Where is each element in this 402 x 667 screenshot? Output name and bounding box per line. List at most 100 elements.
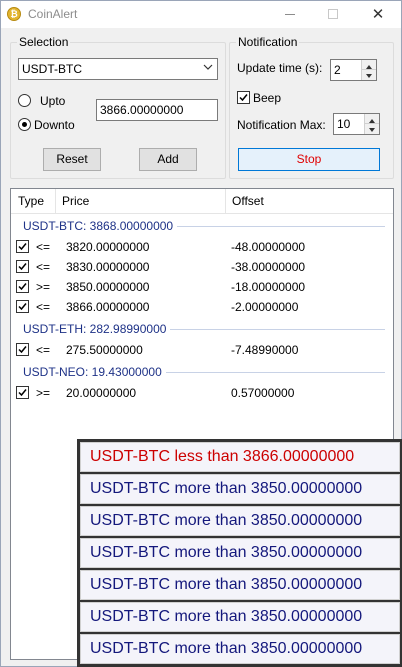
maximize-button[interactable]: [310, 1, 356, 28]
notification-popup[interactable]: USDT-BTC less than 3866.00000000: [80, 442, 400, 472]
notification-popup[interactable]: USDT-BTC more than 3850.00000000: [80, 474, 400, 504]
upto-radio[interactable]: [18, 94, 31, 107]
downto-radio[interactable]: [18, 118, 31, 131]
cell-type: <=: [36, 300, 51, 314]
notification-popup[interactable]: USDT-BTC more than 3850.00000000: [80, 538, 400, 568]
notification-popup[interactable]: USDT-BTC more than 3850.00000000: [80, 570, 400, 600]
downto-label: Downto: [34, 118, 75, 132]
cell-price: 3866.00000000: [66, 300, 150, 314]
notification-max-stepper[interactable]: 10: [333, 113, 380, 135]
list-group-header[interactable]: USDT-BTC: 3868.00000000: [11, 216, 393, 236]
cell-type: <=: [36, 343, 51, 357]
spin-down-button[interactable]: [365, 124, 379, 134]
update-time-stepper[interactable]: 2: [330, 59, 377, 81]
beep-label: Beep: [253, 91, 282, 105]
cell-offset: 0.57000000: [231, 386, 295, 400]
maximize-icon: [328, 9, 338, 19]
row-checkbox[interactable]: [16, 386, 29, 399]
group-header-label: USDT-NEO: 19.43000000: [23, 365, 162, 379]
cell-offset: -38.00000000: [231, 260, 306, 274]
minimize-icon: [285, 14, 295, 15]
chevron-down-icon: [366, 74, 372, 78]
column-header-offset[interactable]: Offset: [232, 194, 264, 208]
notification-popup[interactable]: USDT-BTC more than 3850.00000000: [80, 634, 400, 664]
row-checkbox[interactable]: [16, 240, 29, 253]
close-icon: ✕: [371, 6, 385, 23]
notification-popup-stack: USDT-BTC less than 3866.00000000 USDT-BTC…: [77, 439, 402, 667]
cell-offset: -18.00000000: [231, 280, 306, 294]
notification-max-spin-buttons: [364, 114, 379, 134]
cell-price: 275.50000000: [66, 343, 143, 357]
notification-group: Notification: [229, 35, 394, 179]
group-header-label: USDT-ETH: 282.98990000: [23, 322, 167, 336]
add-button[interactable]: Add: [139, 148, 197, 171]
spin-up-button[interactable]: [362, 60, 376, 70]
checkmark-icon: [18, 263, 27, 271]
close-button[interactable]: ✕: [355, 1, 401, 28]
column-header-price[interactable]: Price: [56, 189, 226, 213]
reset-button[interactable]: Reset: [43, 148, 101, 171]
spin-down-button[interactable]: [362, 70, 376, 80]
checkmark-icon: [18, 283, 27, 291]
selection-group: Selection: [10, 35, 226, 179]
cell-price: 3850.00000000: [66, 280, 150, 294]
update-time-value: 2: [334, 63, 341, 77]
checkmark-icon: [239, 94, 248, 102]
chevron-down-icon: [203, 64, 213, 70]
pair-dropdown-value: USDT-BTC: [22, 62, 82, 76]
minimize-button[interactable]: [267, 1, 313, 28]
list-header: Type Price Offset: [11, 189, 393, 214]
price-input[interactable]: 3866.00000000: [96, 99, 218, 121]
notification-max-value: 10: [337, 117, 351, 131]
checkmark-icon: [18, 389, 27, 397]
column-header-type[interactable]: Type: [11, 189, 56, 213]
window-title: CoinAlert: [28, 7, 78, 21]
row-checkbox[interactable]: [16, 280, 29, 293]
row-checkbox[interactable]: [16, 343, 29, 356]
cell-offset: -48.00000000: [231, 240, 306, 254]
list-item[interactable]: <= 3820.00000000 -48.00000000: [11, 237, 393, 257]
list-group-header[interactable]: USDT-ETH: 282.98990000: [11, 319, 393, 339]
row-checkbox[interactable]: [16, 300, 29, 313]
bitcoin-icon: ₿: [7, 7, 21, 21]
notification-max-label: Notification Max:: [237, 118, 326, 132]
notification-popup[interactable]: USDT-BTC more than 3850.00000000: [80, 602, 400, 632]
group-header-label: USDT-BTC: 3868.00000000: [23, 219, 174, 233]
selection-group-title: Selection: [17, 35, 71, 49]
spin-up-button[interactable]: [365, 114, 379, 124]
group-divider: [177, 226, 385, 227]
update-time-spin-buttons: [361, 60, 376, 80]
cell-type: >=: [36, 280, 51, 294]
list-item[interactable]: >= 20.00000000 0.57000000: [11, 383, 393, 403]
upto-label: Upto: [40, 94, 66, 108]
group-divider: [166, 372, 385, 373]
update-time-label: Update time (s):: [237, 61, 323, 75]
list-item[interactable]: >= 3850.00000000 -18.00000000: [11, 277, 393, 297]
list-group-header[interactable]: USDT-NEO: 19.43000000: [11, 362, 393, 382]
cell-type: <=: [36, 240, 51, 254]
cell-price: 3820.00000000: [66, 240, 150, 254]
chevron-up-icon: [366, 65, 372, 69]
checkmark-icon: [18, 303, 27, 311]
checkmark-icon: [18, 243, 27, 251]
cell-price: 20.00000000: [66, 386, 137, 400]
cell-offset: -7.48990000: [231, 343, 299, 357]
pair-dropdown[interactable]: USDT-BTC: [18, 58, 218, 80]
list-item[interactable]: <= 3830.00000000 -38.00000000: [11, 257, 393, 277]
list-item[interactable]: <= 275.50000000 -7.48990000: [11, 340, 393, 360]
row-checkbox[interactable]: [16, 260, 29, 273]
notification-group-title: Notification: [236, 35, 300, 49]
chevron-down-icon: [369, 128, 375, 132]
notification-popup[interactable]: USDT-BTC more than 3850.00000000: [80, 506, 400, 536]
chevron-up-icon: [369, 119, 375, 123]
title-bar[interactable]: ₿ CoinAlert ✕: [1, 1, 401, 28]
cell-type: <=: [36, 260, 51, 274]
beep-checkbox[interactable]: [237, 91, 250, 104]
list-item[interactable]: <= 3866.00000000 -2.00000000: [11, 297, 393, 317]
checkmark-icon: [18, 346, 27, 354]
cell-price: 3830.00000000: [66, 260, 150, 274]
stop-button[interactable]: Stop: [238, 148, 380, 171]
cell-type: >=: [36, 386, 51, 400]
cell-offset: -2.00000000: [231, 300, 299, 314]
